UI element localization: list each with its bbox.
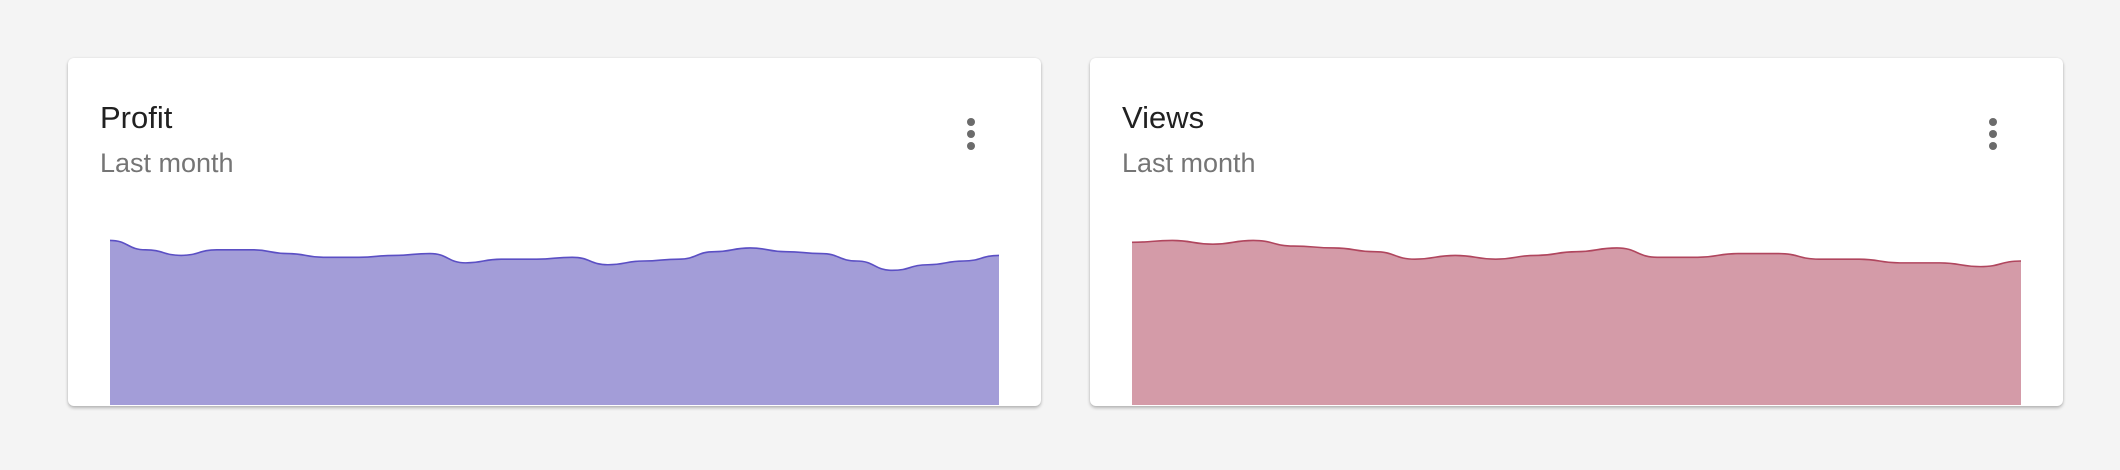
card-title: Views	[1122, 100, 1205, 135]
card: Views Last month	[1090, 58, 2063, 406]
card-title: Profit	[100, 100, 173, 135]
menu-dot	[1989, 142, 1997, 150]
menu-dot	[967, 130, 975, 138]
area	[1132, 240, 2021, 405]
menu-dot	[967, 118, 975, 126]
menu-dot	[967, 142, 975, 150]
line	[1132, 239, 2021, 268]
sparkline	[1132, 239, 2021, 405]
more-menu-button[interactable]	[961, 118, 981, 154]
card: Profit Last month	[68, 58, 1041, 406]
line	[110, 239, 999, 272]
card-subtitle: Last month	[1122, 148, 1256, 178]
area	[110, 240, 999, 405]
menu-dot	[1989, 118, 1997, 126]
sparkline	[110, 239, 999, 405]
menu-dot	[1989, 130, 1997, 138]
more-menu-button[interactable]	[1983, 118, 2003, 154]
card-subtitle: Last month	[100, 148, 234, 178]
